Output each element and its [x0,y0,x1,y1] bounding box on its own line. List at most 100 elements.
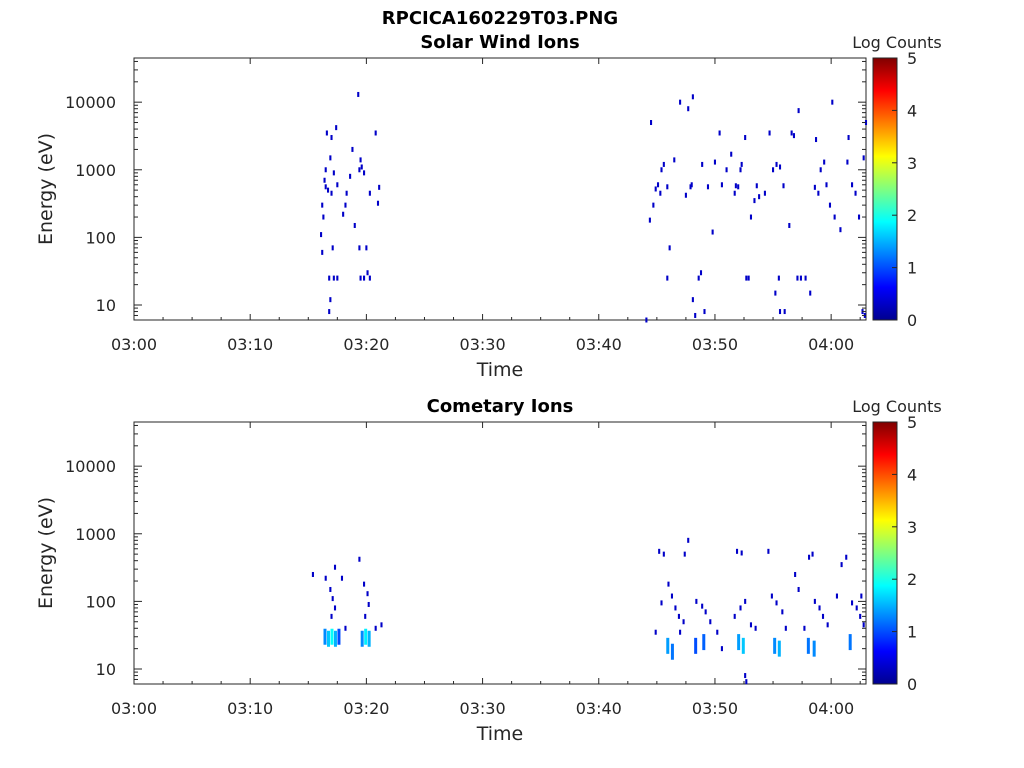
spectrogram-cell [351,146,354,152]
y-tick-label: 100 [85,592,116,611]
spectrogram-cell [368,275,371,281]
spectrogram-cell [823,159,826,165]
spectrogram-cell [666,275,669,281]
spectrogram-cell [328,309,331,315]
plot-area [133,421,867,685]
spectrogram-cell [725,167,728,173]
spectrogram-cell-bright [702,634,706,651]
spectrogram-cell [321,202,324,208]
spectrogram-cell [818,605,821,611]
spectrogram-cell [792,133,796,139]
spectrogram-cell [353,222,356,228]
spectrogram-cell-bright [360,630,364,647]
spectrogram-cell [329,586,332,592]
spectrogram-cell [744,135,747,141]
spectrogram-cell [365,245,368,251]
spectrogram-cell [783,309,786,315]
spectrogram-cell [839,227,842,233]
panel-0: Solar Wind Ions 03:00 03:10 03:20 03:30 03:40… [35,32,942,381]
y-axis-label: Energy (eV) [35,133,57,245]
x-tick-label: 03:50 [692,335,738,354]
spectrogram-cell [363,170,366,176]
spectrogram-cell [368,190,371,196]
spectrogram-cell [794,571,797,577]
colorbar-tick-label: 0 [907,311,917,330]
x-tick-label: 04:00 [808,335,854,354]
colorbar-tick-label: 5 [907,49,917,68]
spectrogram-cell [662,551,665,557]
spectrogram-cell [645,317,648,323]
colorbar-tick-label: 0 [907,675,917,694]
spectrogram-cell [826,622,829,628]
y-tick-label: 10000 [65,93,116,112]
spectrogram-cell [739,605,742,611]
x-tick-label: 03:10 [227,335,273,354]
spectrogram-cell [670,593,674,599]
spectrogram-cell-bright [670,643,674,660]
spectrogram-cell [323,177,326,183]
colorbar-tick-label: 4 [907,465,917,484]
spectrogram-cell [326,187,330,193]
spectrogram-cell [660,167,663,173]
colorbar-tick-label: 4 [907,101,917,120]
spectrogram-cell [703,309,706,315]
spectrogram-cell-bright [364,628,368,645]
spectrogram-cell [689,184,692,190]
spectrogram-cell [770,593,773,599]
x-tick-label: 03:50 [692,699,738,718]
spectrogram-cell [817,190,820,196]
spectrogram-cell [744,598,747,604]
spectrogram-cell [340,575,344,581]
spectrogram-cell [358,245,361,251]
spectrogram-cell [735,548,739,554]
spectrogram-cell [737,184,740,190]
spectrogram-cell [331,596,334,602]
spectrogram-cell [701,603,704,609]
spectrogram-cell [809,290,812,296]
spectrogram-cell [797,586,800,592]
x-tick-label: 03:20 [343,335,389,354]
spectrogram-cell [777,275,780,281]
spectrogram-cell-bright [337,628,341,645]
spectrogram-cell [324,184,327,190]
spectrogram-cell [768,130,771,136]
colorbar [872,421,898,685]
x-axis-label: Time [476,359,524,381]
spectrogram-cell [799,275,802,281]
x-tick-label: 03:40 [576,335,622,354]
spectrogram-cell [808,554,811,560]
spectrogram-cell [857,214,861,220]
spectrogram-cell [755,183,758,189]
spectrogram-cell [695,598,698,604]
spectrogram-cell [831,99,834,105]
spectrogram-cell [821,613,825,619]
spectrogram-cell [364,613,367,619]
spectrogram-cell-bright [812,640,816,657]
spectrogram-cell [679,99,682,105]
spectrogram-cell [363,275,366,281]
spectrogram-cell [813,598,816,604]
spectrogram-cell [682,619,685,625]
colorbar-label: Log Counts [852,397,942,416]
y-tick-label: 1000 [75,161,116,180]
spectrogram-cell-bright [694,637,698,654]
spectrogram-cell [846,159,849,165]
spectrogram-cell [803,625,806,631]
spectrogram-cell [811,551,814,557]
spectrogram-cell [662,161,665,167]
panel-title: Cometary Ions [427,396,574,417]
spectrogram-cell [796,275,799,281]
x-tick-label: 03:20 [343,699,389,718]
spectrogram-cell [711,229,714,235]
x-tick-label: 03:30 [460,699,506,718]
y-tick-label: 10000 [65,457,116,476]
spectrogram-cell [730,151,733,157]
colorbar-tick-label: 1 [907,623,917,642]
spectrogram-cell [366,270,369,276]
spectrogram-cell [336,275,339,281]
spectrogram-cell [324,575,327,581]
spectrogram-cell [749,622,753,628]
spectrogram-cell [321,249,324,255]
colorbar-tick-label: 2 [907,570,917,589]
